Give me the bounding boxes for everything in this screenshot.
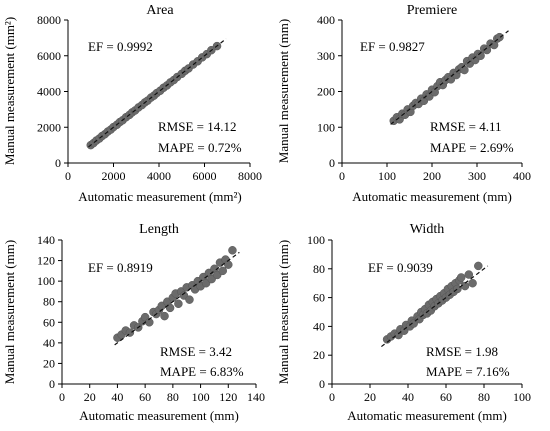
fit-line xyxy=(88,38,227,148)
x-axis-label: Automatic measurement (mm) xyxy=(347,408,507,423)
mape-label: MAPE = 7.16% xyxy=(426,364,510,379)
y-tick-label: 2000 xyxy=(37,120,61,134)
x-tick-label: 400 xyxy=(513,169,531,183)
y-tick-label: 20 xyxy=(43,356,55,370)
chart-title: Premiere xyxy=(407,3,458,18)
x-tick-label: 80 xyxy=(478,390,490,404)
y-tick-label: 40 xyxy=(313,319,325,333)
y-tick-label: 0 xyxy=(319,377,325,391)
y-tick-label: 140 xyxy=(37,233,55,247)
chart-title: Length xyxy=(139,222,179,237)
y-tick-label: 100 xyxy=(307,233,325,247)
data-point xyxy=(409,319,418,328)
y-axis-label: Manual measurement (mm) xyxy=(2,240,17,384)
y-tick-label: 0 xyxy=(55,156,61,170)
y-tick-label: 60 xyxy=(43,315,55,329)
y-tick-label: 8000 xyxy=(37,13,61,27)
mape-label: MAPE = 6.83% xyxy=(160,364,244,379)
y-tick-label: 300 xyxy=(317,49,335,63)
y-axis-label: Manual measurement (mm) xyxy=(276,240,291,384)
x-tick-label: 20 xyxy=(84,390,96,404)
x-tick-label: 100 xyxy=(192,390,210,404)
x-tick-label: 4000 xyxy=(147,169,171,183)
x-tick-label: 20 xyxy=(364,390,376,404)
y-axis-label: Manual measurement (mm²) xyxy=(2,17,17,165)
data-point xyxy=(160,311,169,321)
x-tick-label: 2000 xyxy=(102,169,126,183)
y-tick-label: 120 xyxy=(37,254,55,268)
x-axis-label: Automatic measurement (mm²) xyxy=(78,189,241,204)
ef-label: EF = 0.8919 xyxy=(88,260,153,275)
data-point xyxy=(165,303,175,313)
chart-panel-premiere: Premiere Automatic measurement (mm) Manu… xyxy=(276,3,531,204)
mape-label: MAPE = 2.69% xyxy=(430,140,514,155)
y-tick-label: 0 xyxy=(329,156,335,170)
x-axis-label: Automatic measurement (mm) xyxy=(352,189,512,204)
chart-panel-width: Width Automatic measurement (mm) Manual … xyxy=(276,222,531,423)
x-tick-label: 0 xyxy=(329,390,335,404)
x-tick-label: 80 xyxy=(167,390,179,404)
data-point xyxy=(464,270,474,279)
rmse-label: RMSE = 3.42 xyxy=(160,344,232,359)
x-tick-label: 200 xyxy=(423,169,441,183)
x-tick-label: 300 xyxy=(468,169,486,183)
x-tick-label: 8000 xyxy=(238,169,262,183)
data-point xyxy=(224,260,233,269)
y-tick-label: 20 xyxy=(313,348,325,362)
data-point xyxy=(185,295,194,304)
rmse-label: RMSE = 4.11 xyxy=(430,119,502,134)
ef-label: EF = 0.9039 xyxy=(368,260,433,275)
x-tick-label: 140 xyxy=(247,390,265,404)
x-tick-label: 100 xyxy=(513,390,531,404)
y-tick-label: 0 xyxy=(49,377,55,391)
fit-line xyxy=(114,251,240,346)
x-tick-label: 0 xyxy=(59,390,65,404)
y-tick-label: 4000 xyxy=(37,85,61,99)
y-tick-label: 6000 xyxy=(37,49,61,63)
chart-title: Width xyxy=(410,222,444,237)
y-tick-label: 100 xyxy=(317,120,335,134)
chart-panel-length: Length Automatic measurement (mm) Manual… xyxy=(2,222,265,423)
x-tick-label: 60 xyxy=(440,390,452,404)
y-tick-label: 40 xyxy=(43,336,55,350)
data-point xyxy=(174,299,183,309)
y-tick-label: 200 xyxy=(317,85,335,99)
ef-label: EF = 0.9992 xyxy=(88,39,153,54)
data-point xyxy=(456,273,466,282)
y-axis-label: Manual measurement (mm) xyxy=(276,19,291,163)
x-tick-label: 60 xyxy=(139,390,151,404)
chart-panel-area: Area Automatic measurement (mm²) Manual … xyxy=(2,3,262,204)
data-point xyxy=(474,261,483,271)
mape-label: MAPE = 0.72% xyxy=(158,140,242,155)
x-tick-label: 100 xyxy=(378,169,396,183)
x-tick-label: 120 xyxy=(219,390,237,404)
data-point xyxy=(482,45,492,55)
x-tick-label: 40 xyxy=(402,390,414,404)
x-tick-label: 0 xyxy=(65,169,71,183)
data-point xyxy=(460,281,470,291)
data-point xyxy=(468,278,477,288)
x-axis-label: Automatic measurement (mm) xyxy=(79,408,239,423)
y-tick-label: 60 xyxy=(313,291,325,305)
y-tick-label: 400 xyxy=(317,13,335,27)
x-tick-label: 0 xyxy=(339,169,345,183)
y-tick-label: 100 xyxy=(37,274,55,288)
y-tick-label: 80 xyxy=(313,262,325,276)
ef-label: EF = 0.9827 xyxy=(360,39,425,54)
rmse-label: RMSE = 1.98 xyxy=(426,344,498,359)
chart-title: Area xyxy=(146,3,174,18)
x-tick-label: 6000 xyxy=(193,169,217,183)
y-tick-label: 80 xyxy=(43,295,55,309)
data-point xyxy=(228,246,237,255)
rmse-label: RMSE = 14.12 xyxy=(158,119,236,134)
x-tick-label: 40 xyxy=(111,390,123,404)
fit-line xyxy=(381,265,489,348)
data-point xyxy=(218,266,227,276)
